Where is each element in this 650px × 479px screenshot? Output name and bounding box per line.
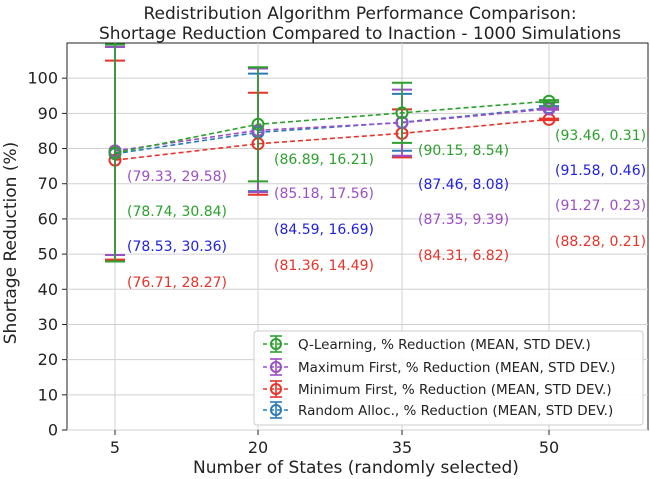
legend-marker-minimum-first [270,383,282,395]
x-tick-label: 35 [392,438,412,457]
x-tick-label: 5 [110,438,120,457]
annotation-q-learning: (86.89, 16.21) [274,152,374,168]
legend-item-random-alloc: Random Alloc., % Reduction (MEAN, STD DE… [263,401,613,419]
annotation-q-learning: (90.15, 8.54) [418,143,509,159]
y-tick-label: 60 [38,209,58,228]
annotation-random-alloc: (84.59, 16.69) [274,222,374,238]
annotation-random-alloc: (87.46, 8.08) [418,177,509,193]
legend-box [253,330,644,426]
annotation-maximum-first: (85.18, 17.56) [274,186,374,202]
series-line-minimum-first [114,118,550,161]
legend-marker-random-alloc [270,404,282,416]
y-tick-label: 50 [38,245,58,264]
y-tick-label: 100 [27,69,58,88]
annotation-q-learning: (78.74, 30.84) [127,204,227,220]
annotation-minimum-first: (84.31, 6.82) [418,248,509,264]
y-tick-label: 20 [38,350,58,369]
y-tick-label: 0 [48,421,58,440]
chart-title-line-1: Redistribution Algorithm Performance Com… [143,4,576,24]
legend-label-maximum-first: Maximum First, % Reduction (MEAN, STD DE… [298,360,616,376]
plot-content [105,43,559,263]
annotation-maximum-first: (79.33, 29.58) [127,169,227,185]
legend-label-q-learning: Q-Learning, % Reduction (MEAN, STD DEV.) [298,337,591,353]
x-axis-label: Number of States (randomly selected) [193,458,519,478]
legend: Q-Learning, % Reduction (MEAN, STD DEV.)… [253,330,644,426]
annotation-q-learning: (93.46, 0.31) [555,128,646,144]
chart-title-line-2: Shortage Reduction Compared to Inaction … [99,24,621,44]
y-tick-label: 40 [38,280,58,299]
x-tick-label: 20 [248,438,268,457]
legend-label-random-alloc: Random Alloc., % Reduction (MEAN, STD DE… [298,403,613,419]
y-axis-label: Shortage Reduction (%) [1,142,21,345]
annotation-minimum-first: (88.28, 0.21) [555,234,646,250]
annotation-maximum-first: (87.35, 9.39) [418,212,509,228]
legend-label-minimum-first: Minimum First, % Reduction (MEAN, STD DE… [298,382,612,398]
data-point-maximum-first [542,102,556,116]
y-tick-label: 90 [38,104,58,123]
data-point-q-learning [542,94,556,108]
data-point-q-learning [108,146,122,160]
x-tick-label: 50 [539,438,559,457]
data-point-q-learning [395,106,409,120]
legend-item-maximum-first: Maximum First, % Reduction (MEAN, STD DE… [263,358,616,376]
legend-marker-q-learning [270,338,282,350]
data-point-q-learning [251,117,265,131]
y-tick-label: 70 [38,174,58,193]
y-tick-label: 30 [38,315,58,334]
plot-area: 0 10 20 30 40 50 60 70 80 90 100 5 20 35 50 (78.74, 30.… [27,42,649,457]
legend-marker-maximum-first [270,361,282,373]
legend-item-q-learning: Q-Learning, % Reduction (MEAN, STD DEV.) [263,335,591,353]
annotation-maximum-first: (91.27, 0.23) [555,198,646,214]
series-q-learning [105,43,559,263]
y-tick-label: 10 [38,385,58,404]
annotation-minimum-first: (76.71, 28.27) [127,275,227,291]
annotation-random-alloc: (78.53, 30.36) [127,239,227,255]
annotation-random-alloc: (91.58, 0.46) [555,163,646,179]
y-tick-label: 80 [38,139,58,158]
annotation-minimum-first: (81.36, 14.49) [274,258,374,274]
series-line-maximum-first [114,108,550,152]
legend-item-minimum-first: Minimum First, % Reduction (MEAN, STD DE… [263,380,612,398]
series-line-q-learning [114,100,550,154]
